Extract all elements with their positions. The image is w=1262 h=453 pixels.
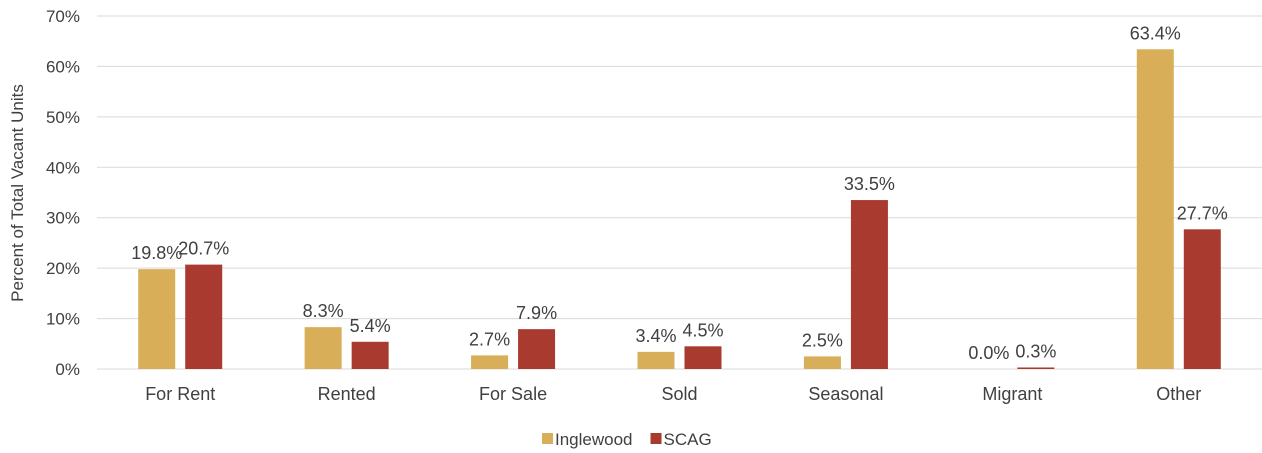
legend-label: Inglewood [555,430,633,449]
y-axis-title: Percent of Total Vacant Units [8,84,27,302]
bar-scag [185,264,223,369]
y-tick-label: 70% [46,7,80,26]
legend-label: SCAG [664,430,712,449]
data-label: 3.4% [635,326,676,346]
bar-scag [1183,229,1221,369]
x-category-label: Rented [318,384,376,404]
bar-inglewood [138,269,176,369]
data-label: 0.0% [968,343,1009,363]
x-category-label: Sold [661,384,697,404]
bars [138,49,1221,369]
bar-scag [850,200,888,369]
bar-inglewood [304,327,342,369]
y-tick-label: 10% [46,310,80,329]
gridlines [97,15,1262,370]
bar-inglewood [471,355,509,369]
y-tick-label: 0% [55,360,80,379]
y-tick-label: 20% [46,259,80,278]
y-tick-label: 30% [46,209,80,228]
data-label: 4.5% [682,320,723,340]
x-axis-categories: For Rent Rented For Sale Sold Seasonal Migran… [145,384,1201,404]
data-label: 0.3% [1015,341,1056,361]
x-category-label: Seasonal [808,384,883,404]
bar-scag [684,346,722,369]
y-tick-label: 60% [46,57,80,76]
data-label: 27.7% [1177,203,1228,223]
bar-inglewood [637,351,675,369]
bar-inglewood [803,356,841,369]
x-category-label: Other [1156,384,1201,404]
data-label: 5.4% [350,316,391,336]
y-tick-label: 40% [46,158,80,177]
data-label: 19.8% [131,243,182,263]
data-label: 7.9% [516,303,557,323]
data-label: 33.5% [844,174,895,194]
bar-inglewood [1136,49,1174,369]
data-label: 2.7% [469,329,510,349]
x-category-label: For Rent [145,384,215,404]
legend-swatch [542,433,553,444]
legend: Inglewood SCAG [542,430,712,449]
legend-swatch [650,433,662,444]
data-labels: 19.8%20.7% 8.3% 5.4% 2.7% 7.9% 3.4% 4.5% 2.5% 33… [131,23,1228,363]
bar-scag [351,341,389,369]
data-label: 20.7% [178,239,229,259]
y-axis-ticks: 0% 10% 20% 30% 40% 50% 60% 70% [46,7,80,379]
bar-scag [518,329,556,369]
x-category-label: For Sale [479,384,547,404]
data-label: 63.4% [1130,23,1181,43]
data-label: 2.5% [802,330,843,350]
y-tick-label: 50% [46,108,80,127]
data-label: 8.3% [303,301,344,321]
x-category-label: Migrant [982,384,1042,404]
bar-scag [1017,367,1055,369]
